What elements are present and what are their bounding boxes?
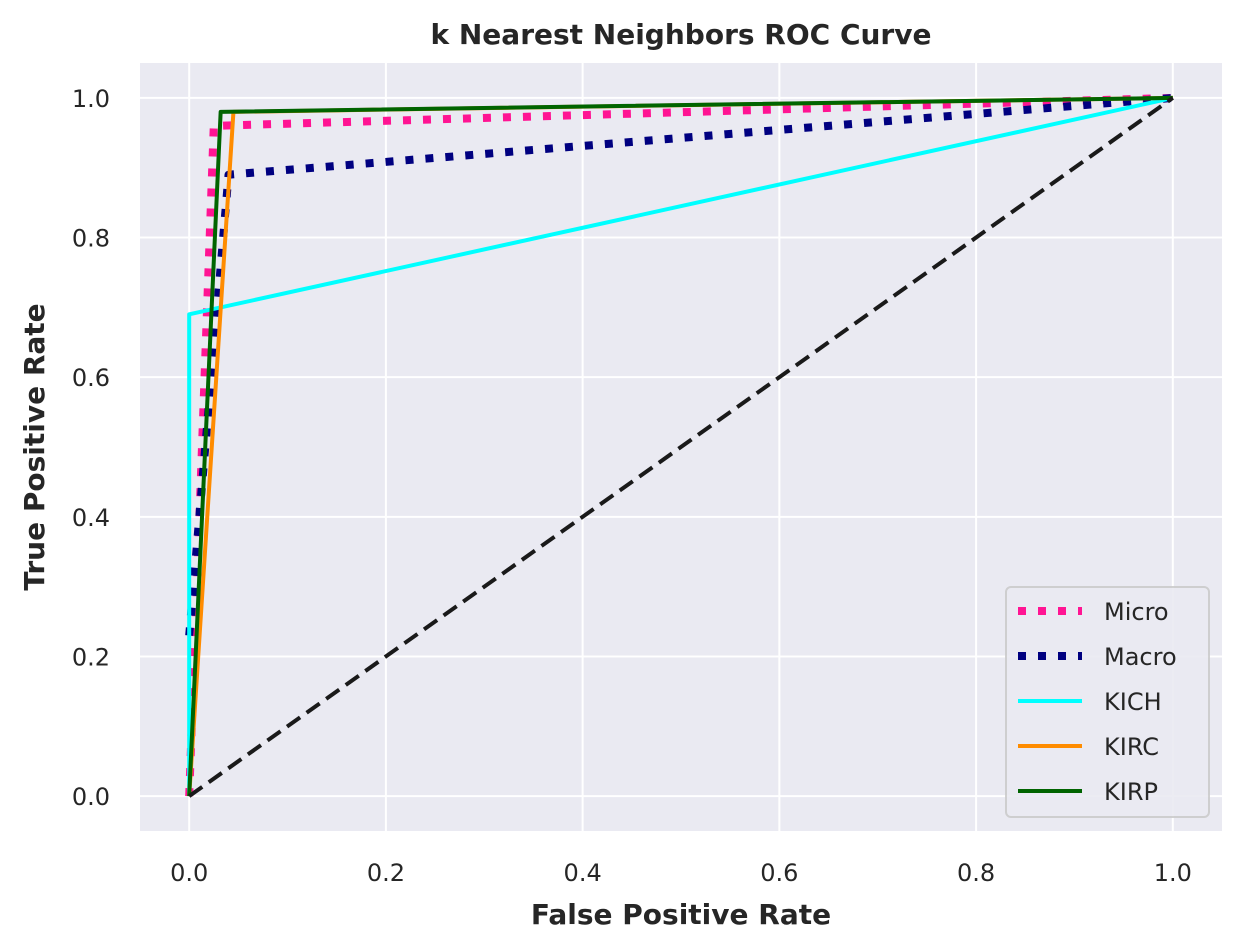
chance-diagonal-line [188,96,1174,798]
legend-box [1005,586,1210,818]
x-tick-label: 0.2 [367,859,405,887]
legend-label-kirc: KIRC [1104,733,1159,761]
x-tick-label: 1.0 [1154,859,1192,887]
series-line-kirp [187,95,1173,797]
x-axis-label: False Positive Rate [531,898,831,931]
legend-label-macro: Macro [1104,643,1177,671]
x-tick-label: 0.6 [760,859,798,887]
series-layer [185,93,1174,798]
y-tick-label: 1.0 [72,85,110,113]
x-tick-label: 0.8 [957,859,995,887]
y-axis-label: True Positive Rate [18,303,51,590]
legend-label-kirp: KIRP [1104,778,1158,806]
y-tick-label: 0.8 [72,225,110,253]
tick-labels: 0.0 0.2 0.4 0.6 0.8 1.0 0.0 0.2 0.4 0.6 0.8 1.0 [72,85,1192,887]
series-line-kich [187,95,1174,797]
y-tick-label: 0.4 [72,504,110,532]
x-tick-label: 0.0 [170,859,208,887]
chart-title: k Nearest Neighbors ROC Curve [431,18,932,51]
x-tick-label: 0.4 [564,859,602,887]
y-tick-label: 0.2 [72,643,110,671]
legend-label-micro: Micro [1104,598,1169,626]
y-tick-label: 0.0 [72,783,110,811]
grid [140,63,1222,831]
legend: Micro Macro KICH KIRC KIRP [1005,586,1210,818]
legend-label-kich: KICH [1104,688,1162,716]
y-tick-label: 0.6 [72,364,110,392]
